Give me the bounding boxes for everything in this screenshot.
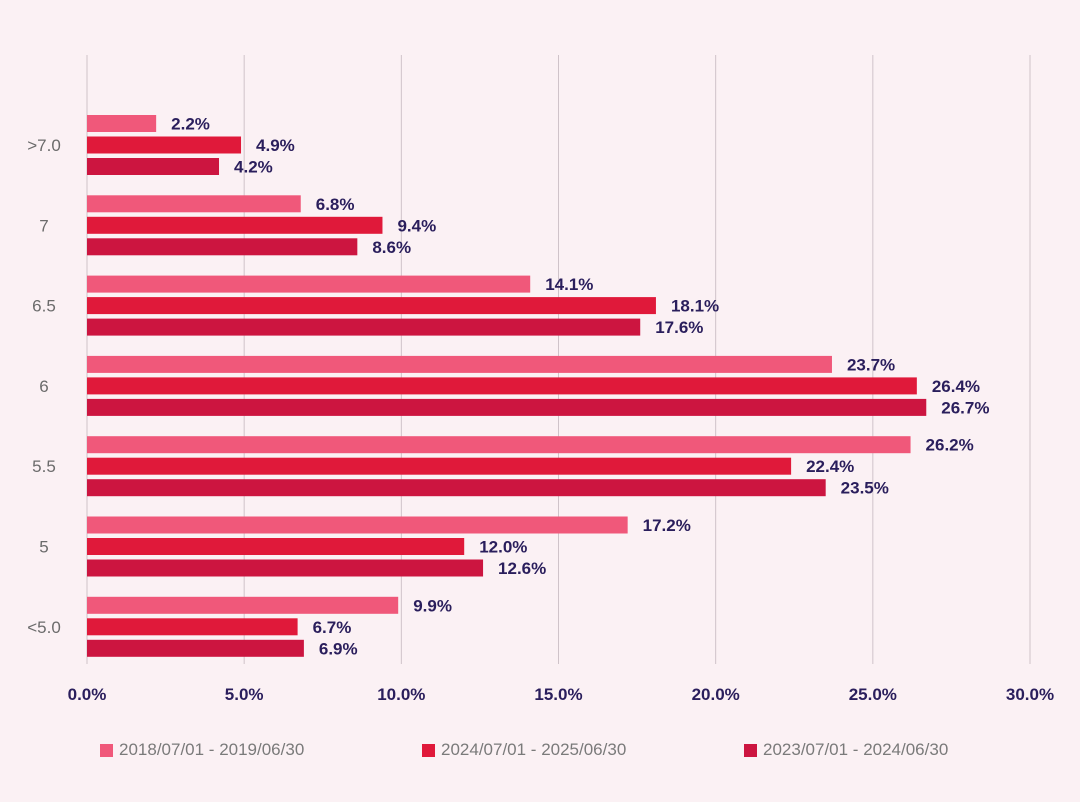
bar-series-3-cat-5 [87,559,484,577]
data-label-series-3-cat-2: 17.6% [655,318,703,337]
bar-chart: 0.0% 5.0% 10.0% 15.0% 20.0% 25.0% 30.0% >7.0 7 6.… [27,55,1054,704]
x-tick-label-1: 5.0% [225,685,264,704]
y-category-label-5: 5 [39,538,48,557]
x-tick-label-3: 15.0% [534,685,582,704]
bar-series-1-cat-0 [87,115,157,132]
data-label-series-1-cat-5: 17.2% [643,516,691,535]
data-label-series-2-cat-3: 26.4% [932,377,980,396]
y-category-label-6: <5.0 [27,618,61,637]
data-label-series-2-cat-1: 9.4% [397,216,436,235]
bar-series-1-cat-3 [87,355,832,373]
y-category-label-3: 6 [39,377,48,396]
data-label-series-1-cat-6: 9.9% [413,596,452,615]
data-label-series-2-cat-0: 4.9% [256,136,295,155]
data-label-series-3-cat-1: 8.6% [372,238,411,257]
data-label-series-1-cat-1: 6.8% [316,195,355,214]
legend-item-series-2: 2024/07/01 - 2025/06/30 [422,740,626,760]
data-label-series-3-cat-6: 6.9% [319,639,358,658]
bar-series-1-cat-2 [87,275,531,293]
data-label-series-3-cat-5: 12.6% [498,559,546,578]
x-tick-label-5: 25.0% [849,685,897,704]
bar-series-1-cat-1 [87,195,301,213]
bar-series-1-cat-5 [87,516,628,534]
y-category-label-0: >7.0 [27,136,61,155]
data-label-series-2-cat-4: 22.4% [806,457,854,476]
bar-series-3-cat-1 [87,238,358,256]
legend-swatch-series-3 [744,743,757,757]
bar-series-2-cat-5 [87,538,465,555]
bar-series-3-cat-6 [87,639,304,657]
data-label-series-1-cat-4: 26.2% [926,436,974,455]
legend-label-series-3: 2023/07/01 - 2024/06/30 [763,740,949,759]
bar-series-2-cat-1 [87,216,383,234]
legend-item-series-1: 2018/07/01 - 2019/06/30 [100,740,304,760]
x-tick-label-6: 30.0% [1006,685,1054,704]
legend-label-series-1: 2018/07/01 - 2019/06/30 [119,740,305,759]
legend-item-series-3: 2023/07/01 - 2024/06/30 [744,740,948,760]
y-category-label-2: 6.5 [32,297,56,316]
bar-series-2-cat-0 [87,136,242,154]
bar-series-1-cat-6 [87,596,399,614]
bar-series-2-cat-4 [87,457,792,475]
bar-series-3-cat-0 [87,158,220,175]
data-label-series-1-cat-2: 14.1% [545,275,593,294]
legend-swatch-series-1 [100,743,113,757]
data-label-series-3-cat-4: 23.5% [841,479,889,498]
bar-series-3-cat-4 [87,479,826,497]
data-label-series-3-cat-0: 4.2% [234,158,273,177]
data-label-series-3-cat-3: 26.7% [941,398,989,417]
data-label-series-2-cat-6: 6.7% [313,618,352,637]
bar-series-3-cat-3 [87,398,927,416]
x-tick-label-4: 20.0% [692,685,740,704]
data-label-series-1-cat-3: 23.7% [847,355,895,374]
data-label-series-2-cat-2: 18.1% [671,297,719,316]
bar-series-2-cat-2 [87,297,656,315]
legend-swatch-series-2 [422,743,435,757]
bar-series-3-cat-2 [87,318,641,336]
x-tick-label-0: 0.0% [68,685,107,704]
legend-label-series-2: 2024/07/01 - 2025/06/30 [441,740,627,759]
data-label-series-2-cat-5: 12.0% [479,538,527,557]
legend: 2018/07/01 - 2019/06/30 2024/07/01 - 202… [0,740,1080,770]
bar-series-2-cat-6 [87,618,298,636]
data-label-series-1-cat-0: 2.2% [171,115,210,134]
y-category-label-1: 7 [39,216,48,235]
x-tick-label-2: 10.0% [377,685,425,704]
y-category-label-4: 5.5 [32,457,56,476]
bar-series-2-cat-3 [87,377,917,395]
bar-series-1-cat-4 [87,436,911,454]
